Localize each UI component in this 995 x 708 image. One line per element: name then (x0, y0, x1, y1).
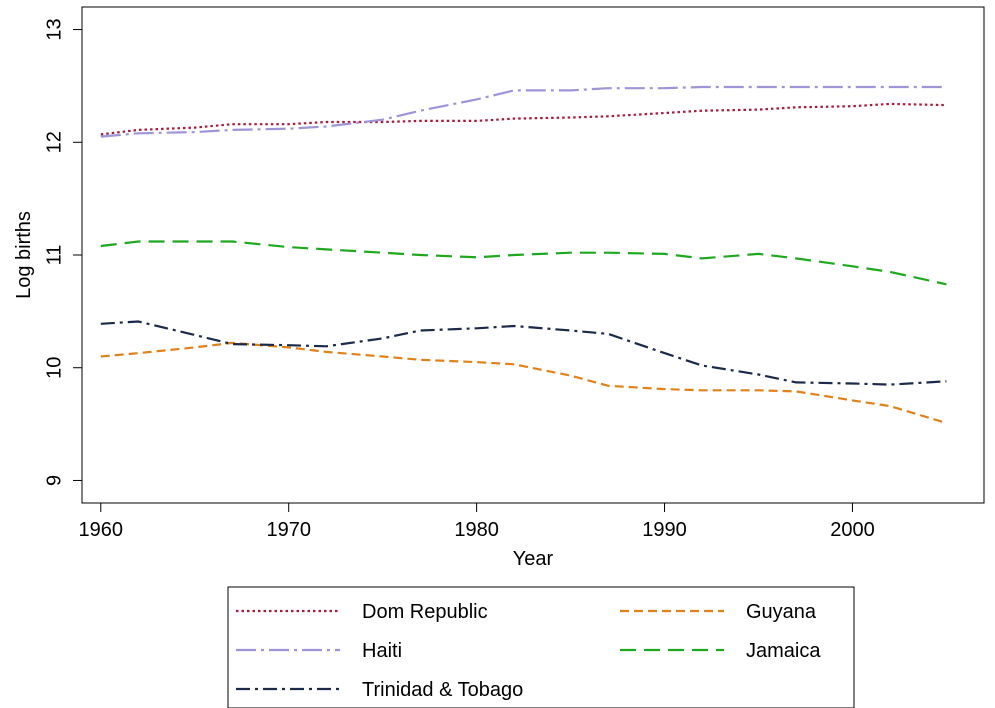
legend-box (227, 586, 855, 708)
series-line-jamaica (100, 240, 947, 286)
legend-label-haiti: Haiti (362, 640, 402, 662)
y-axis-title: Log births (13, 211, 35, 299)
x-tick-label: 1990 (642, 519, 687, 541)
legend: Dom Republic Guyana Haiti Jamaica Trinidad &… (236, 601, 821, 701)
x-axis: 1960 1970 1980 1990 2000 (79, 503, 875, 541)
series-line-trinidad-tobago (100, 320, 947, 386)
series-line-haiti (100, 85, 947, 138)
legend-label-jamaica: Jamaica (746, 640, 821, 662)
y-tick-label: 9 (43, 475, 65, 486)
x-tick-label: 2000 (830, 519, 875, 541)
y-axis: 9 10 11 12 13 (43, 18, 82, 486)
x-axis-title: Year (513, 548, 554, 570)
y-tick-label: 12 (43, 131, 65, 153)
x-tick-label: 1970 (266, 519, 311, 541)
y-tick-label: 13 (43, 18, 65, 40)
y-tick-label: 11 (43, 245, 65, 266)
legend-label-dom-republic: Dom Republic (362, 601, 488, 623)
legend-label-trinidad-tobago: Trinidad & Tobago (362, 679, 523, 701)
series-layer (100, 85, 947, 425)
legend-label-guyana: Guyana (746, 601, 817, 623)
x-tick-label: 1980 (454, 519, 499, 541)
series-line-dom-republic (100, 102, 947, 136)
series-line-guyana (100, 341, 947, 425)
x-tick-label: 1960 (79, 519, 124, 541)
y-tick-label: 10 (43, 357, 65, 379)
